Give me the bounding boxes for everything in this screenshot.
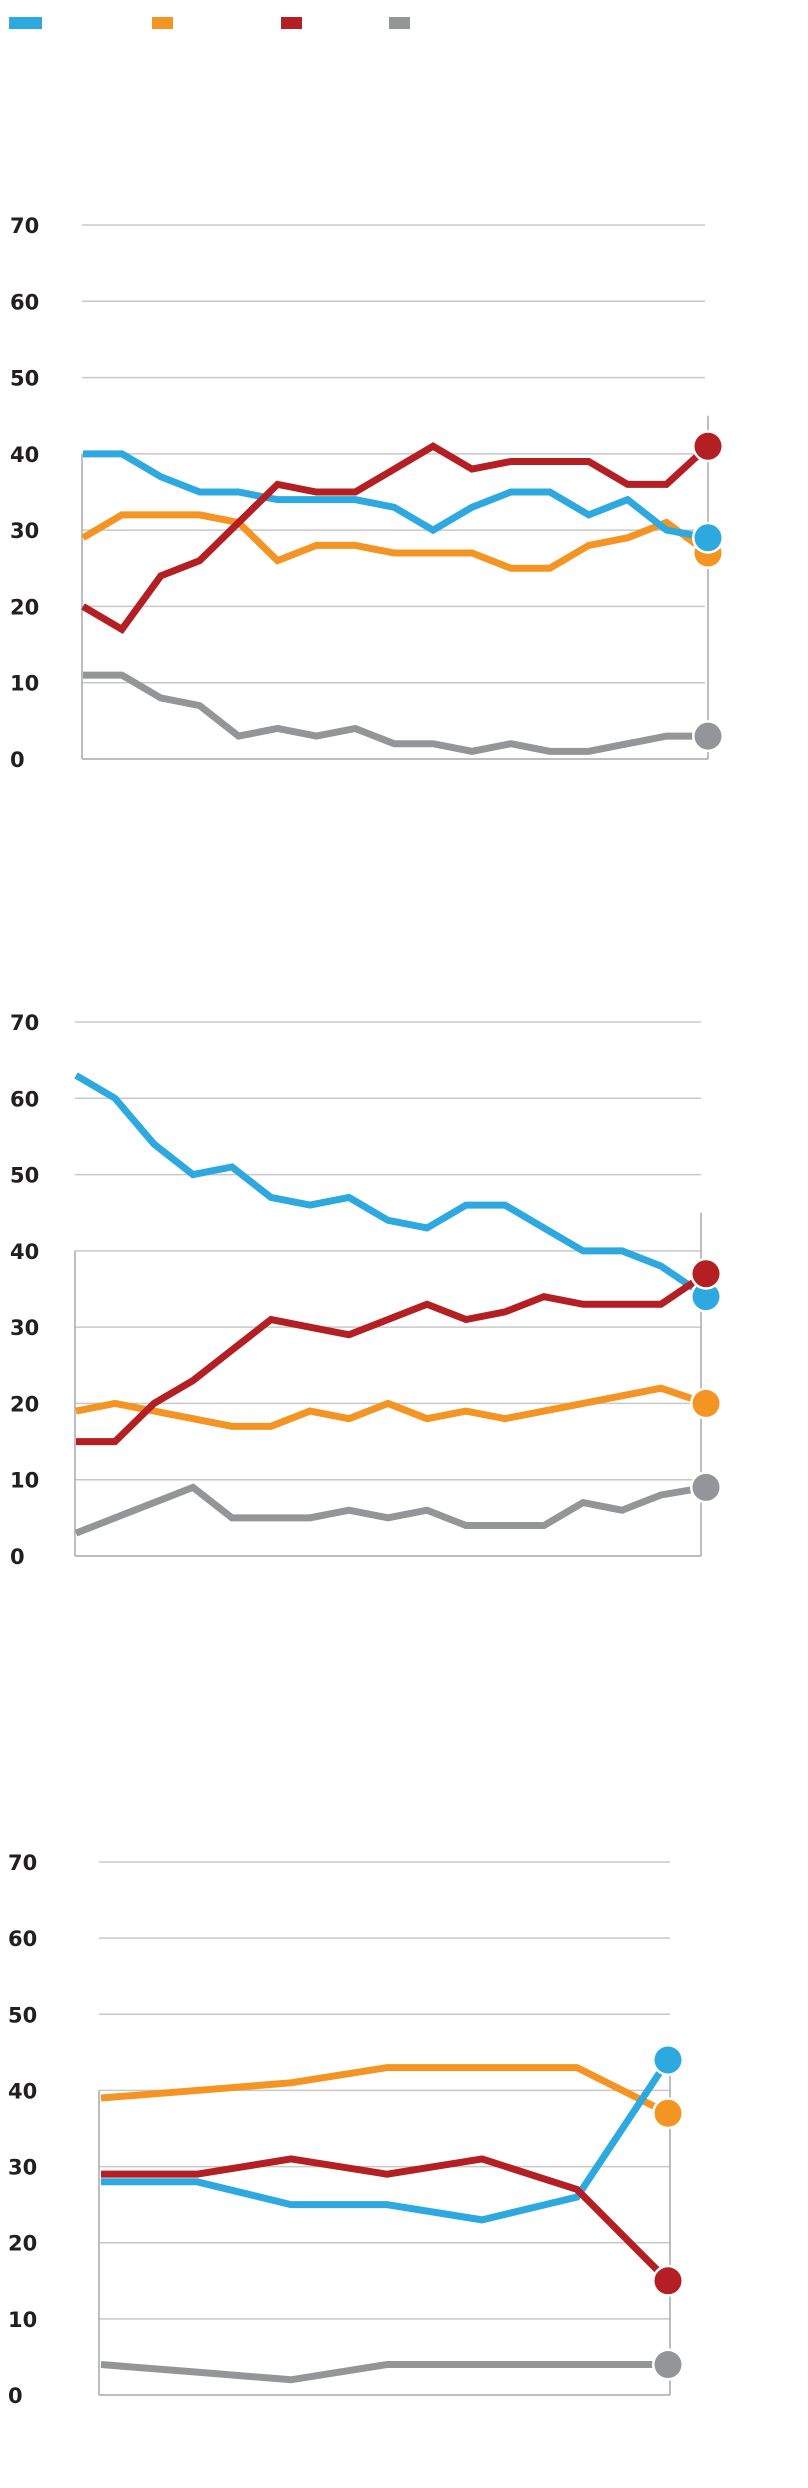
chart1-ytick-label-40: 40 <box>10 443 39 467</box>
chart2-marker-gray <box>692 1473 720 1501</box>
chart1-line-orange <box>81 511 699 572</box>
chart3-ytick-label-60: 60 <box>8 1927 37 1951</box>
legend <box>0 0 808 40</box>
chart1-ytick-label-60: 60 <box>10 290 39 314</box>
chart3-line-red <box>101 2155 661 2274</box>
chart2-ytick-label-10: 10 <box>10 1469 39 1493</box>
legend-item-blue[interactable] <box>9 16 48 29</box>
legend-item-gray[interactable] <box>389 16 416 29</box>
chart1-ytick-label-0: 0 <box>10 748 25 772</box>
chart2-marker-red <box>692 1260 720 1288</box>
chart1-ytick-label-30: 30 <box>10 519 39 543</box>
chart1-marker-red <box>694 432 722 460</box>
chart3-marker-gray <box>654 2351 682 2379</box>
legend-swatch-blue <box>9 16 42 29</box>
chart1-marker-blue <box>694 524 722 552</box>
chart3-ytick-label-30: 30 <box>8 2156 37 2180</box>
chart2-ytick-label-0: 0 <box>10 1545 25 1569</box>
chart3-marker-orange <box>654 2099 682 2127</box>
legend-swatch-orange <box>152 16 173 29</box>
chart2-marker-blue <box>692 1283 720 1311</box>
chart3-ytick-label-50: 50 <box>8 2003 37 2027</box>
chart2-ytick-label-50: 50 <box>10 1164 39 1188</box>
chart3-ytick-label-10: 10 <box>8 2308 37 2332</box>
chart1-ytick-label-50: 50 <box>10 367 39 391</box>
chart2-ytick-label-30: 30 <box>10 1316 39 1340</box>
chart3-ytick-label-70: 70 <box>8 1851 37 1875</box>
chart2-ytick-label-40: 40 <box>10 1240 39 1264</box>
chart3-ytick-label-20: 20 <box>8 2232 37 2256</box>
chart3-marker-blue <box>654 2046 682 2074</box>
legend-swatch-red <box>281 16 302 29</box>
chart3-marker-red <box>654 2267 682 2295</box>
legend-swatch-gray <box>389 16 410 29</box>
chart2-ytick-label-60: 60 <box>10 1087 39 1111</box>
chart1-ytick-label-10: 10 <box>10 672 39 696</box>
chart2-line-blue <box>74 1072 697 1292</box>
chart2-ytick-label-70: 70 <box>10 1011 39 1035</box>
chart1-marker-gray <box>694 722 722 750</box>
chart1-ytick-label-70: 70 <box>10 214 39 238</box>
legend-item-red[interactable] <box>281 16 308 29</box>
chart2-line-gray <box>74 1483 693 1537</box>
chart1-line-gray <box>83 671 694 755</box>
chart2-line-red <box>76 1278 697 1446</box>
chart3-ytick-label-0: 0 <box>8 2384 23 2408</box>
chart3-line-orange <box>100 2064 658 2111</box>
chart2-ytick-label-20: 20 <box>10 1392 39 1416</box>
chart3-line-gray <box>100 2361 654 2384</box>
chart3-ytick-label-40: 40 <box>8 2079 37 2103</box>
chart1-line-red <box>81 442 701 634</box>
chart2-marker-orange <box>692 1389 720 1417</box>
legend-item-orange[interactable] <box>152 16 179 29</box>
chart1-ytick-label-20: 20 <box>10 595 39 619</box>
